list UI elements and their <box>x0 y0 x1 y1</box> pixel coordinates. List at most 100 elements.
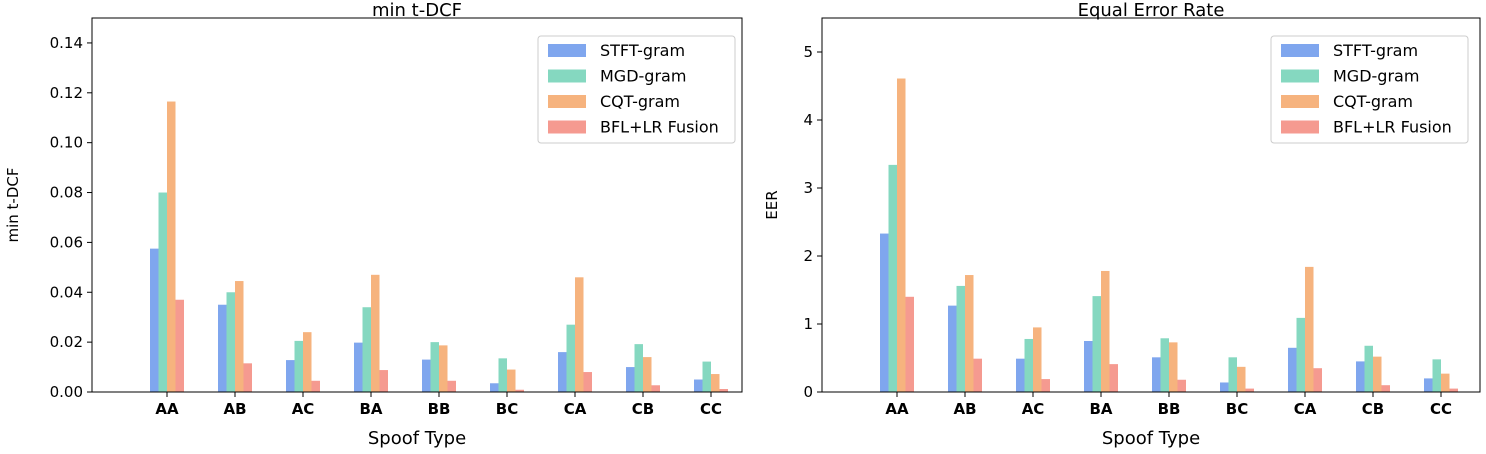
bar-mgd-gram-aa <box>888 164 897 392</box>
bar-mgd-gram-cb <box>634 344 643 392</box>
bar-cqt-gram-bc <box>507 369 516 392</box>
bar-stft-gram-cc <box>694 379 703 392</box>
bar-cqt-gram-cc <box>711 374 720 392</box>
bar-stft-gram-bc <box>490 383 499 392</box>
bar-stft-gram-ab <box>948 305 957 392</box>
y-tick-label: 1 <box>803 315 813 333</box>
bar-bfl-lr-fusion-ba <box>1109 364 1118 392</box>
x-tick-label: BC <box>1226 400 1248 418</box>
bar-cqt-gram-ab <box>235 281 244 392</box>
y-tick-label: 0.08 <box>50 184 83 202</box>
legend-label: MGD-gram <box>600 67 686 86</box>
x-tick-label: CA <box>1294 400 1317 418</box>
bar-cqt-gram-ac <box>1033 327 1042 392</box>
bar-stft-gram-aa <box>150 248 159 392</box>
bar-bfl-lr-fusion-ca <box>583 372 592 392</box>
x-axis-title: Spoof Type <box>368 428 466 449</box>
y-tick-label: 4 <box>803 111 813 129</box>
x-tick-label: AA <box>885 400 909 418</box>
bar-stft-gram-ba <box>354 342 363 392</box>
bar-stft-gram-ba <box>1084 341 1093 392</box>
y-tick-label: 0.02 <box>50 333 83 351</box>
bar-bfl-lr-fusion-cc <box>1449 388 1458 392</box>
bar-cqt-gram-bb <box>1169 342 1178 392</box>
legend: STFT-gram MGD-gram CQT-gram BFL+LR Fusion <box>1270 35 1469 144</box>
legend-label: CQT-gram <box>1333 92 1413 111</box>
y-tick-label: 0.12 <box>50 84 83 102</box>
legend-box <box>1270 35 1469 144</box>
bar-stft-gram-ac <box>1016 358 1025 392</box>
bar-mgd-gram-ac <box>1024 338 1033 392</box>
legend-label: BFL+LR Fusion <box>1333 118 1452 137</box>
bar-bfl-lr-fusion-bb <box>1177 379 1186 392</box>
bar-cqt-gram-ba <box>371 274 380 392</box>
x-tick-label: BA <box>359 400 382 418</box>
x-tick-label: CB <box>1362 400 1384 418</box>
bar-bfl-lr-fusion-ba <box>379 370 388 392</box>
bar-bfl-lr-fusion-bc <box>515 389 524 392</box>
chart-title: Equal Error Rate <box>1078 0 1225 21</box>
legend-swatch-cqt-gram <box>1281 95 1319 108</box>
bar-cqt-gram-ab <box>965 275 974 392</box>
bar-cqt-gram-cb <box>1373 356 1382 392</box>
bar-stft-gram-ab <box>218 304 227 392</box>
x-tick-label: CC <box>1430 400 1452 418</box>
legend-swatch-bfl-lr-fusion <box>1281 120 1319 134</box>
bar-bfl-lr-fusion-cc <box>719 389 728 392</box>
x-tick-label: BB <box>1158 400 1181 418</box>
legend-swatch-bfl-lr-fusion <box>548 120 586 134</box>
bar-stft-gram-cb <box>1356 361 1365 392</box>
y-tick-label: 0.04 <box>50 283 83 301</box>
x-tick-label: AA <box>155 400 179 418</box>
y-tick-label: 0.14 <box>50 34 83 52</box>
y-tick-label: 2 <box>803 247 813 265</box>
bar-stft-gram-ca <box>558 352 567 392</box>
bar-bfl-lr-fusion-cb <box>651 385 660 392</box>
bar-mgd-gram-cc <box>702 361 711 392</box>
x-tick-label: AC <box>292 400 315 418</box>
bar-mgd-gram-ab <box>956 285 965 392</box>
legend: STFT-gram MGD-gram CQT-gram BFL+LR Fusion <box>537 35 736 144</box>
y-tick-label: 0.10 <box>50 134 83 152</box>
y-tick-label: 3 <box>803 179 813 197</box>
legend-box <box>537 35 736 144</box>
x-axis-title: Spoof Type <box>1102 428 1200 449</box>
y-tick-label: 0.06 <box>50 233 83 251</box>
bar-stft-gram-cb <box>626 367 635 392</box>
chart-panel-2: 0 1 2 3 4 5 AA AB AC BA BB BC CA CB CC Equal Error Rate… <box>763 0 1481 449</box>
bar-cqt-gram-ca <box>575 277 584 392</box>
bar-bfl-lr-fusion-ac <box>1041 379 1050 392</box>
bar-cqt-gram-ac <box>303 332 312 392</box>
legend-label: STFT-gram <box>1333 41 1418 60</box>
legend-swatch-stft-gram <box>1281 44 1319 57</box>
bar-bfl-lr-fusion-bb <box>447 380 456 392</box>
x-tick-label: AC <box>1022 400 1045 418</box>
x-tick-label: CA <box>564 400 587 418</box>
bar-mgd-gram-aa <box>158 192 167 392</box>
bar-mgd-gram-cc <box>1432 359 1441 392</box>
chart-panel-1: 0.00 0.02 0.04 0.06 0.08 0.10 0.12 0.14 AA AB AC BA… <box>4 0 743 449</box>
bar-cqt-gram-aa <box>167 101 176 392</box>
bar-mgd-gram-ac <box>294 340 303 392</box>
bar-mgd-gram-ca <box>1296 317 1305 392</box>
x-tick-label: BA <box>1089 400 1112 418</box>
legend-label: MGD-gram <box>1333 67 1419 86</box>
bar-mgd-gram-cb <box>1364 345 1373 392</box>
bar-mgd-gram-ba <box>1092 296 1101 392</box>
bar-mgd-gram-bb <box>1160 338 1169 392</box>
bar-stft-gram-aa <box>880 233 889 392</box>
bar-cqt-gram-bb <box>439 345 448 392</box>
bar-cqt-gram-cc <box>1441 373 1450 392</box>
bar-bfl-lr-fusion-aa <box>905 296 914 392</box>
bar-cqt-gram-bc <box>1237 366 1246 392</box>
bar-stft-gram-cc <box>1424 378 1433 392</box>
bar-mgd-gram-bc <box>1228 357 1237 392</box>
legend-swatch-stft-gram <box>548 44 586 57</box>
y-tick-label: 0.00 <box>50 383 83 401</box>
bar-cqt-gram-cb <box>643 357 652 392</box>
legend-swatch-cqt-gram <box>548 95 586 108</box>
x-tick-label: CB <box>632 400 654 418</box>
chart-title: min t-DCF <box>372 0 462 21</box>
x-tick-label: BB <box>428 400 451 418</box>
